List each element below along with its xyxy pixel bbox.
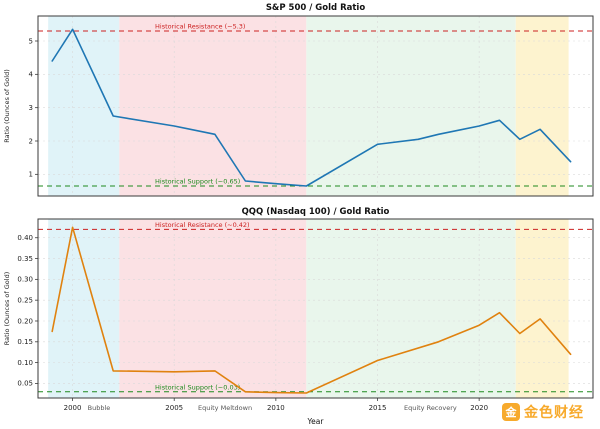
era-annotation: Equity Recovery (404, 404, 457, 412)
era-annotation: Bubble (88, 404, 111, 412)
era-band-recovery-era (306, 16, 516, 196)
y-tick-label: 0.40 (17, 234, 33, 242)
y-tick-label: 4 (29, 71, 34, 79)
x-tick-label: 2010 (267, 404, 285, 412)
era-annotation: Equity Meltdown (198, 404, 252, 412)
y-tick-label: 2 (29, 137, 33, 145)
support-label: Historical Support (~0.03) (155, 383, 240, 391)
y-tick-label: 5 (29, 37, 33, 45)
x-tick-label: 2020 (470, 404, 488, 412)
y-tick-label: 0.30 (17, 276, 33, 284)
plot-border (37, 15, 594, 197)
y-axis-label: Ratio (Ounces of Gold) (3, 272, 11, 345)
y-tick-label: 0.05 (17, 380, 33, 388)
jinse-finance-logo-icon: 金 (502, 403, 520, 421)
series-line (51, 226, 572, 394)
era-band-meltdown-era (119, 16, 307, 196)
sp500-gold-ratio-chart: Historical Resistance (~5.3) Historical S… (3, 3, 594, 197)
chart-title: S&P 500 / Gold Ratio (266, 3, 366, 13)
watermark: 金 金色财经 (502, 402, 584, 422)
qqq-gold-ratio-chart: Historical Resistance (~0.42) Historical … (3, 207, 594, 426)
era-band-recovery-era (306, 219, 516, 398)
y-tick-label: 0.35 (17, 255, 33, 263)
watermark-label: 金色财经 (524, 405, 584, 421)
x-tick-label: 2000 (64, 404, 82, 412)
series-line (51, 28, 572, 187)
plot-border (37, 218, 594, 399)
resistance-label: Historical Resistance (~5.3) (155, 23, 245, 31)
x-axis-label: Year (307, 417, 325, 426)
y-tick-label: 0.15 (17, 338, 33, 346)
x-tick-label: 2015 (369, 404, 387, 412)
chart-title: QQQ (Nasdaq 100) / Gold Ratio (242, 207, 390, 217)
y-axis-label: Ratio (Ounces of Gold) (3, 69, 11, 142)
y-tick-label: 1 (29, 171, 33, 179)
resistance-label: Historical Resistance (~0.42) (155, 221, 250, 229)
y-tick-label: 0.25 (17, 296, 33, 304)
era-band-bubble-era (48, 16, 120, 196)
y-tick-label: 0.10 (17, 359, 33, 367)
era-band-bubble-era (48, 219, 120, 398)
era-band-recent-era (515, 219, 569, 398)
support-label: Historical Support (~0.65) (155, 178, 240, 186)
y-tick-label: 3 (29, 104, 33, 112)
x-tick-label: 2005 (165, 404, 183, 412)
y-tick-label: 0.20 (17, 317, 33, 325)
era-band-recent-era (515, 16, 569, 196)
era-band-meltdown-era (119, 219, 307, 398)
